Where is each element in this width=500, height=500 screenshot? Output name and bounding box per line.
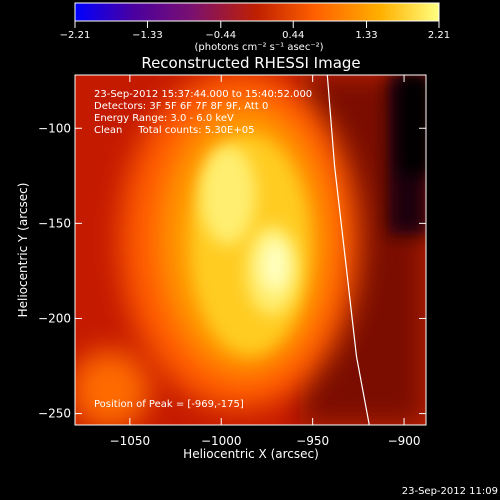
peak-position-label: Position of Peak = [-969,-175] xyxy=(94,399,244,410)
timestamp: 23-Sep-2012 11:09 xyxy=(402,486,498,497)
x-tick-label: −1050 xyxy=(110,434,151,448)
y-tick-label: −100 xyxy=(38,121,71,135)
colorbar-tick-label: −2.21 xyxy=(60,30,91,41)
plot-frame xyxy=(74,74,427,426)
chart-title: Reconstructed RHESSI Image xyxy=(141,54,360,72)
annotation-time-range: 23-Sep-2012 15:37:44.000 to 15:40:52.000 xyxy=(94,89,312,100)
colorbar-unit-label: (photons cm⁻² s⁻¹ asec⁻²) xyxy=(194,42,323,53)
colorbar-ticks: −2.21 −1.33 −0.44 0.44 1.33 2.21 xyxy=(60,21,450,41)
x-tick-label: −900 xyxy=(388,434,421,448)
y-axis-ticks: −100 −150 −200 −250 xyxy=(38,121,426,421)
x-axis-label: Heliocentric X (arcsec) xyxy=(183,447,319,461)
y-axis-label: Heliocentric Y (arcsec) xyxy=(16,183,30,318)
y-tick-label: −150 xyxy=(38,216,71,230)
colorbar-tick-label: −1.33 xyxy=(132,30,163,41)
annotation-clean-total-counts: Clean Total counts: 5.30E+05 xyxy=(94,125,254,136)
y-tick-label: −250 xyxy=(38,407,71,421)
colorbar xyxy=(74,2,440,22)
colorbar-tick-label: 0.44 xyxy=(282,30,304,41)
colorbar-tick-label: 1.33 xyxy=(355,30,377,41)
x-tick-label: −1000 xyxy=(201,434,242,448)
y-tick-label: −200 xyxy=(38,311,71,325)
colorbar-tick-label: 2.21 xyxy=(428,30,450,41)
x-axis-ticks: −1050 −1000 −950 −900 xyxy=(110,75,421,448)
x-tick-label: −950 xyxy=(296,434,329,448)
annotation-detectors: Detectors: 3F 5F 6F 7F 8F 9F, Att 0 xyxy=(94,101,268,112)
colorbar-tick-label: −0.44 xyxy=(205,30,236,41)
annotation-energy-range: Energy Range: 3.0 - 6.0 keV xyxy=(94,113,234,124)
heatmap-image xyxy=(75,75,426,425)
solar-limb-line xyxy=(326,75,370,425)
